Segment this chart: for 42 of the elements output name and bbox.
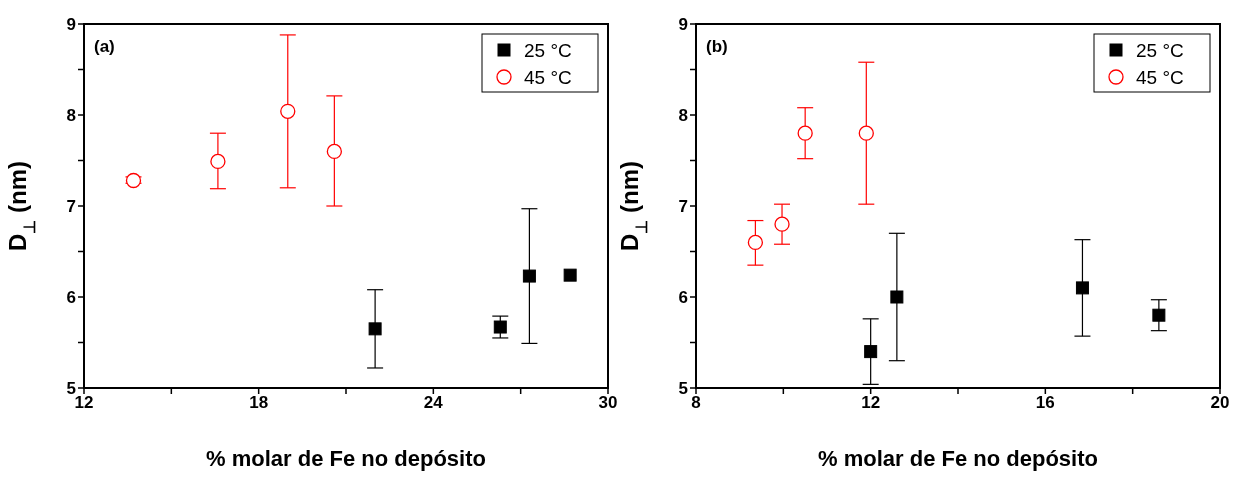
y-tick-label: 5 (66, 379, 76, 399)
x-tick-label: 16 (1035, 393, 1055, 413)
x-axis-title: % molar de Fe no depósito (206, 446, 486, 471)
y-tick-label: 7 (66, 197, 76, 217)
point (210, 153, 226, 170)
y-tick-label: 8 (678, 106, 688, 126)
point (858, 125, 874, 141)
point (368, 322, 382, 336)
annotation: (b) (706, 37, 728, 56)
point (747, 234, 764, 251)
legend-label: 25 °C (524, 40, 572, 61)
point (890, 290, 904, 304)
x-axis-title: % molar de Fe no depósito (818, 446, 1098, 471)
x-tick-label: 20 (1210, 393, 1230, 413)
legend-label: 25 °C (1136, 40, 1184, 61)
point (774, 216, 790, 232)
point (1152, 308, 1166, 322)
point (125, 172, 142, 189)
y-tick-label: 6 (66, 288, 76, 308)
x-tick-label: 30 (598, 393, 618, 413)
x-tick-label: 12 (861, 393, 881, 413)
x-tick-label: 12 (74, 393, 94, 413)
point (864, 345, 878, 359)
y-tick-label: 5 (678, 379, 688, 399)
x-tick-label: 24 (423, 393, 444, 413)
y-tick-label: 9 (678, 15, 688, 35)
legend-label: 45 °C (524, 67, 572, 88)
point (326, 143, 343, 160)
x-tick-label: 18 (249, 393, 269, 413)
point (1075, 281, 1089, 295)
x-tick-label: 8 (691, 393, 701, 413)
y-tick-label: 7 (678, 197, 688, 217)
y-tick-label: 6 (678, 288, 688, 308)
point (280, 103, 296, 120)
annotation: (a) (94, 37, 115, 56)
point (563, 268, 577, 282)
legend-label: 45 °C (1136, 67, 1184, 88)
point (797, 125, 813, 141)
point (493, 320, 507, 334)
point (522, 269, 536, 283)
y-tick-label: 9 (66, 15, 76, 35)
y-tick-label: 8 (66, 106, 76, 126)
